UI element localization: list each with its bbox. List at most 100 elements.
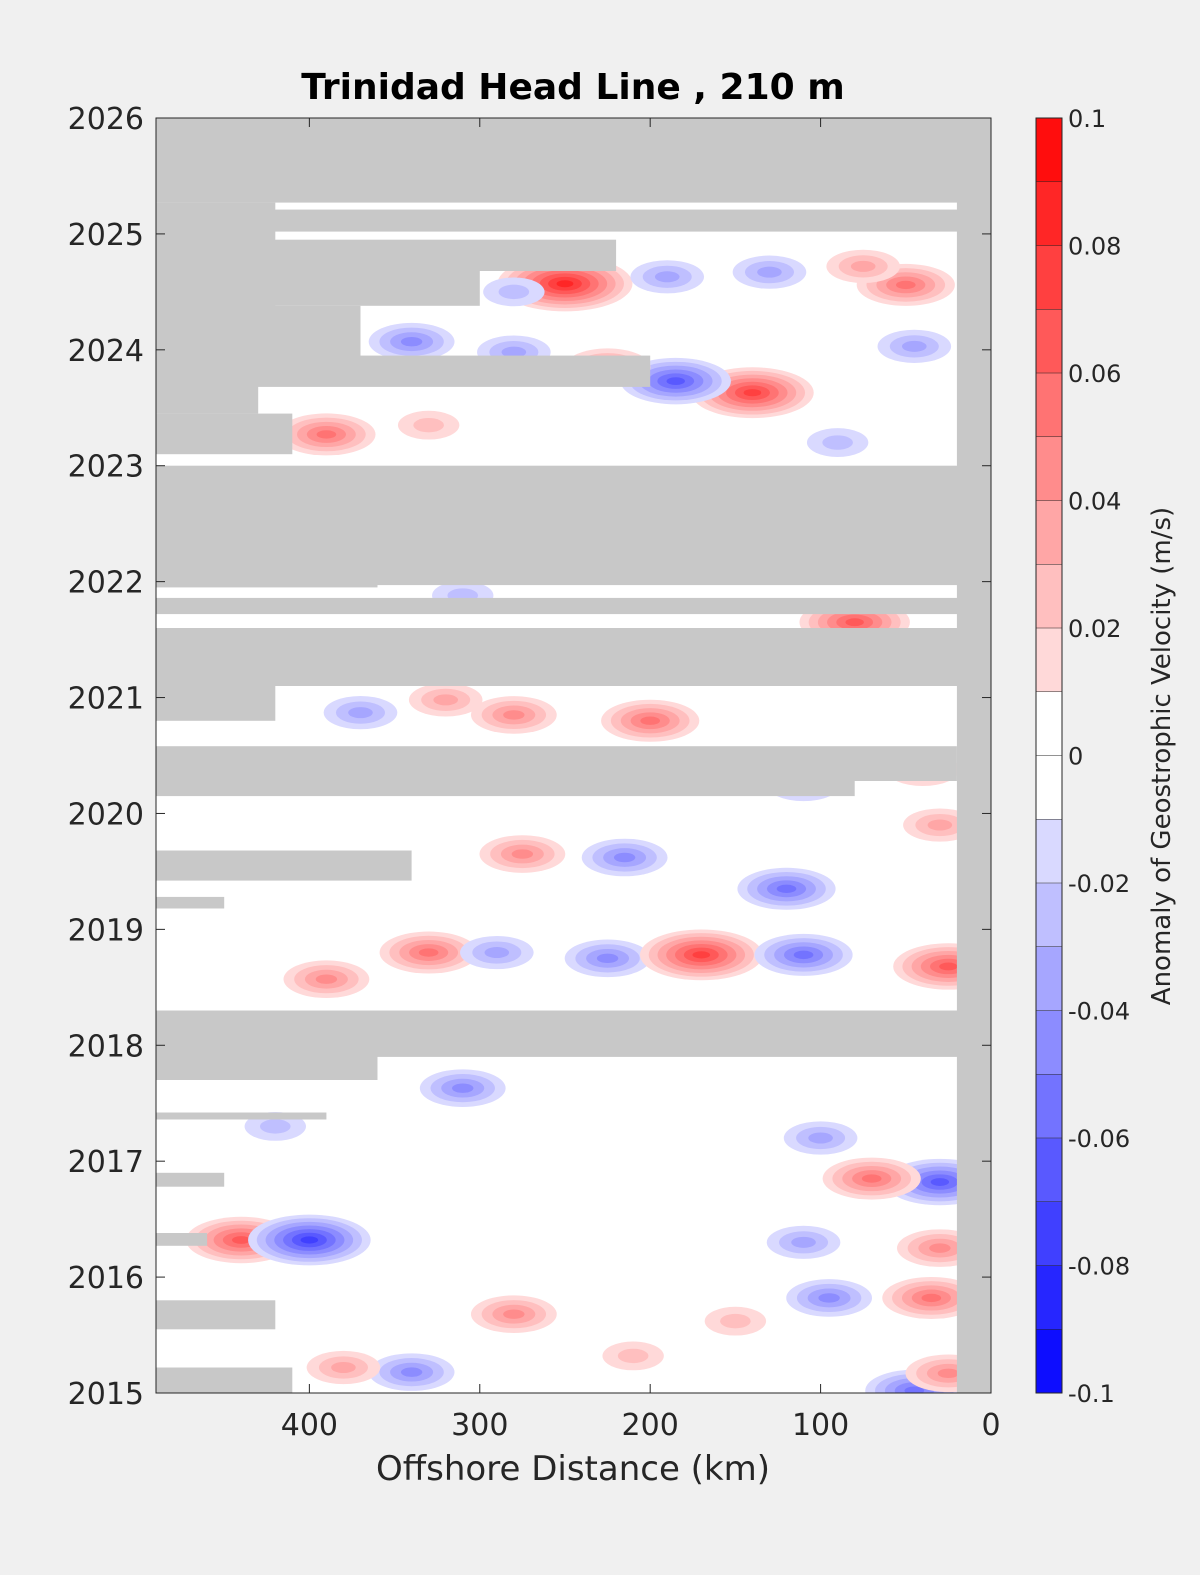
anomaly-blob	[470, 696, 557, 734]
anomaly-contour-level	[937, 1368, 960, 1378]
colorbar-tick-label: 0	[1068, 743, 1083, 771]
colorbar-level	[1036, 946, 1062, 1011]
missing-period	[156, 778, 855, 797]
anomaly-contour-level	[921, 1293, 942, 1303]
y-tick-label: 2020	[68, 797, 144, 832]
colorbar-level	[1036, 755, 1062, 820]
anomaly-blob	[877, 329, 952, 363]
colorbar-tick-label: 0.08	[1068, 233, 1121, 261]
anomaly-contour-level	[617, 1348, 649, 1364]
anomaly-contour-level	[613, 852, 636, 863]
missing-period	[156, 367, 259, 414]
anomaly-blob	[630, 260, 705, 294]
colorbar-tick-label: 0.04	[1068, 488, 1121, 516]
anomaly-contour-level	[793, 950, 814, 960]
missing-period	[156, 896, 225, 909]
colorbar-level	[1036, 1074, 1062, 1139]
anomaly-contour-level	[904, 1386, 925, 1393]
plot-frame	[155, 117, 992, 1394]
missing-period	[156, 1233, 208, 1246]
colorbar-level	[1036, 819, 1062, 884]
y-tick-label: 2015	[68, 1377, 144, 1412]
anomaly-contour-level	[300, 1236, 319, 1244]
anomaly-contour-level	[640, 716, 660, 725]
colorbar-level	[1036, 1138, 1062, 1203]
anomaly-blob	[419, 1069, 506, 1107]
missing-period	[156, 413, 293, 455]
anomaly-contour-level	[315, 974, 338, 984]
anomaly-contour-level	[930, 1178, 950, 1186]
anomaly-contour-level	[822, 435, 853, 450]
y-tick-label: 2024	[68, 334, 144, 369]
anomaly-blob	[248, 1214, 371, 1266]
missing-period	[156, 239, 617, 271]
anomaly-blob	[806, 428, 869, 457]
colorbar-level	[1036, 245, 1062, 310]
missing-period	[156, 581, 378, 588]
anomaly-blob	[460, 935, 534, 970]
anomaly-blob	[754, 933, 853, 976]
anomaly-contour-level	[331, 1362, 356, 1373]
colorbar-level	[1036, 1329, 1062, 1394]
colorbar-tick-label: -0.1	[1068, 1380, 1115, 1408]
missing-period	[156, 209, 991, 232]
anomaly-blob	[479, 835, 566, 873]
missing-period	[156, 597, 991, 615]
colorbar-tick-label: 0.02	[1068, 615, 1121, 643]
anomaly-contour-level	[503, 1309, 525, 1319]
anomaly-contour-level	[791, 1236, 816, 1248]
y-tick-label: 2025	[68, 218, 144, 253]
x-tick-label: 400	[281, 1408, 338, 1443]
y-tick-label: 2016	[68, 1261, 144, 1296]
missing-period	[156, 271, 480, 306]
anomaly-blob	[786, 1279, 873, 1317]
anomaly-blob	[783, 1121, 858, 1155]
x-tick-label: 300	[451, 1408, 508, 1443]
x-tick-label: 100	[792, 1408, 849, 1443]
colorbar: -0.1 -0.08 -0.06 -0.04 -0.02 0 0.02 0.04 0.06 0.0…	[1035, 105, 1130, 1408]
anomaly-contour-level	[808, 1132, 833, 1144]
y-tick-label: 2023	[68, 450, 144, 485]
anomaly-contour-level	[413, 417, 444, 433]
anomaly-contour-level	[776, 884, 797, 893]
colorbar-level	[1036, 691, 1062, 756]
anomaly-contour-level	[511, 849, 534, 859]
anomaly-blob	[368, 1353, 455, 1391]
colorbar-level	[1036, 436, 1062, 501]
colorbar-level	[1036, 564, 1062, 629]
y-axis: 2015 2016 2017 2018 2019 2020 2021 2022 2023 2024…	[68, 102, 991, 1412]
anomaly-contour-level	[692, 951, 711, 959]
anomaly-contour-level	[927, 819, 953, 831]
y-tick-label: 2022	[68, 566, 144, 601]
anomaly-contour-level	[232, 1236, 251, 1244]
anomaly-blob	[732, 255, 807, 289]
colorbar-level	[1036, 1010, 1062, 1075]
anomaly-blob	[497, 256, 633, 312]
anomaly-contour-level	[850, 260, 876, 272]
anomaly-contour-level	[929, 1243, 951, 1253]
colorbar-tick-label: -0.04	[1068, 998, 1130, 1026]
anomaly-contour-level	[757, 266, 782, 278]
anomaly-blob	[306, 1350, 381, 1385]
y-tick-label: 2018	[68, 1029, 144, 1064]
missing-period	[156, 1172, 225, 1187]
anomaly-blob	[408, 683, 483, 717]
missing-period	[156, 746, 957, 781]
missing-period	[156, 628, 991, 686]
anomaly-blob	[368, 322, 455, 361]
anomaly-blob	[470, 1295, 557, 1333]
y-tick-label: 2026	[68, 102, 144, 137]
missing-period	[156, 465, 991, 586]
nearshore-missing-strip	[956, 118, 991, 1393]
colorbar-tick-label: -0.08	[1068, 1253, 1130, 1281]
anomaly-blob	[766, 1225, 841, 1259]
anomaly-blob	[397, 410, 460, 440]
anomaly-contour-level	[818, 1293, 840, 1303]
anomaly-blob	[601, 699, 700, 742]
anomaly-contour-level	[259, 1119, 291, 1134]
colorbar-level	[1036, 628, 1062, 693]
missing-period	[156, 1010, 991, 1057]
missing-period	[156, 118, 991, 203]
colorbar-tick-label: -0.02	[1068, 870, 1130, 898]
missing-period	[156, 686, 276, 721]
